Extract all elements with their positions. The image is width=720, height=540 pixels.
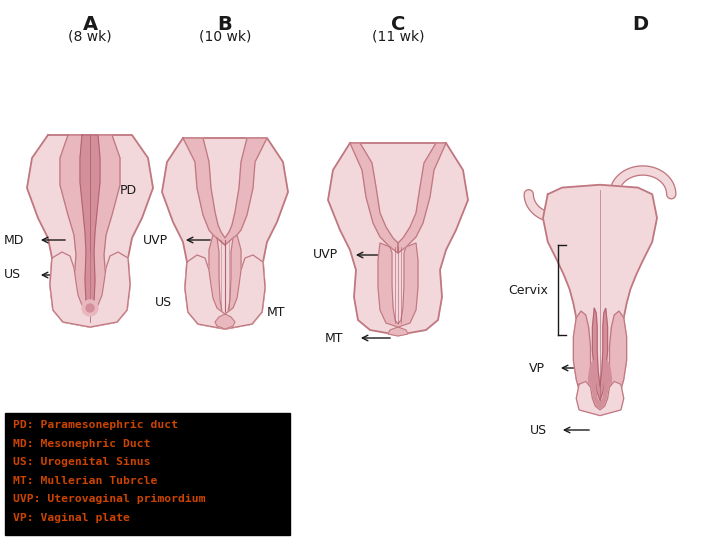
Text: MT: Mullerian Tubrcle: MT: Mullerian Tubrcle (13, 476, 158, 485)
Text: MD: Mesonephric Duct: MD: Mesonephric Duct (13, 438, 150, 449)
Polygon shape (350, 143, 398, 253)
Text: PD: Paramesonephric duct: PD: Paramesonephric duct (13, 420, 178, 430)
Text: US: Urogenital Sinus: US: Urogenital Sinus (13, 457, 150, 467)
Polygon shape (215, 314, 235, 329)
Text: VP: VP (529, 361, 545, 375)
Text: US: US (4, 268, 21, 281)
Polygon shape (576, 381, 624, 416)
Polygon shape (593, 308, 608, 400)
Polygon shape (589, 361, 611, 408)
Polygon shape (60, 135, 120, 320)
Polygon shape (50, 252, 130, 327)
Text: UVP: Uterovaginal primordium: UVP: Uterovaginal primordium (13, 494, 205, 504)
Text: B: B (217, 15, 233, 34)
Polygon shape (328, 143, 468, 335)
Polygon shape (573, 311, 626, 410)
Polygon shape (209, 235, 241, 318)
Text: Cervix: Cervix (508, 284, 548, 296)
Polygon shape (398, 143, 446, 253)
Polygon shape (185, 255, 265, 329)
Ellipse shape (613, 369, 621, 386)
Text: UVP: UVP (313, 248, 338, 261)
Polygon shape (543, 185, 657, 413)
Circle shape (82, 300, 98, 316)
Text: VP: Vaginal plate: VP: Vaginal plate (13, 512, 130, 523)
Text: A: A (82, 15, 98, 34)
Text: MT: MT (325, 332, 343, 345)
Polygon shape (183, 138, 267, 245)
Text: PD: PD (120, 184, 137, 197)
FancyBboxPatch shape (5, 413, 290, 535)
Text: UVP: UVP (143, 233, 168, 246)
Text: US: US (530, 423, 547, 436)
Circle shape (86, 304, 94, 312)
Text: MD: MD (4, 233, 24, 246)
Text: D: D (632, 15, 648, 34)
Text: C: C (391, 15, 405, 34)
Text: (10 wk): (10 wk) (199, 30, 251, 44)
Text: (8 wk): (8 wk) (68, 30, 112, 44)
Polygon shape (388, 327, 408, 336)
Text: US: US (155, 296, 172, 309)
Polygon shape (80, 135, 100, 312)
Text: MT: MT (267, 306, 286, 319)
Polygon shape (27, 135, 153, 327)
Polygon shape (378, 243, 418, 327)
Text: (11 wk): (11 wk) (372, 30, 424, 44)
Polygon shape (162, 138, 288, 329)
